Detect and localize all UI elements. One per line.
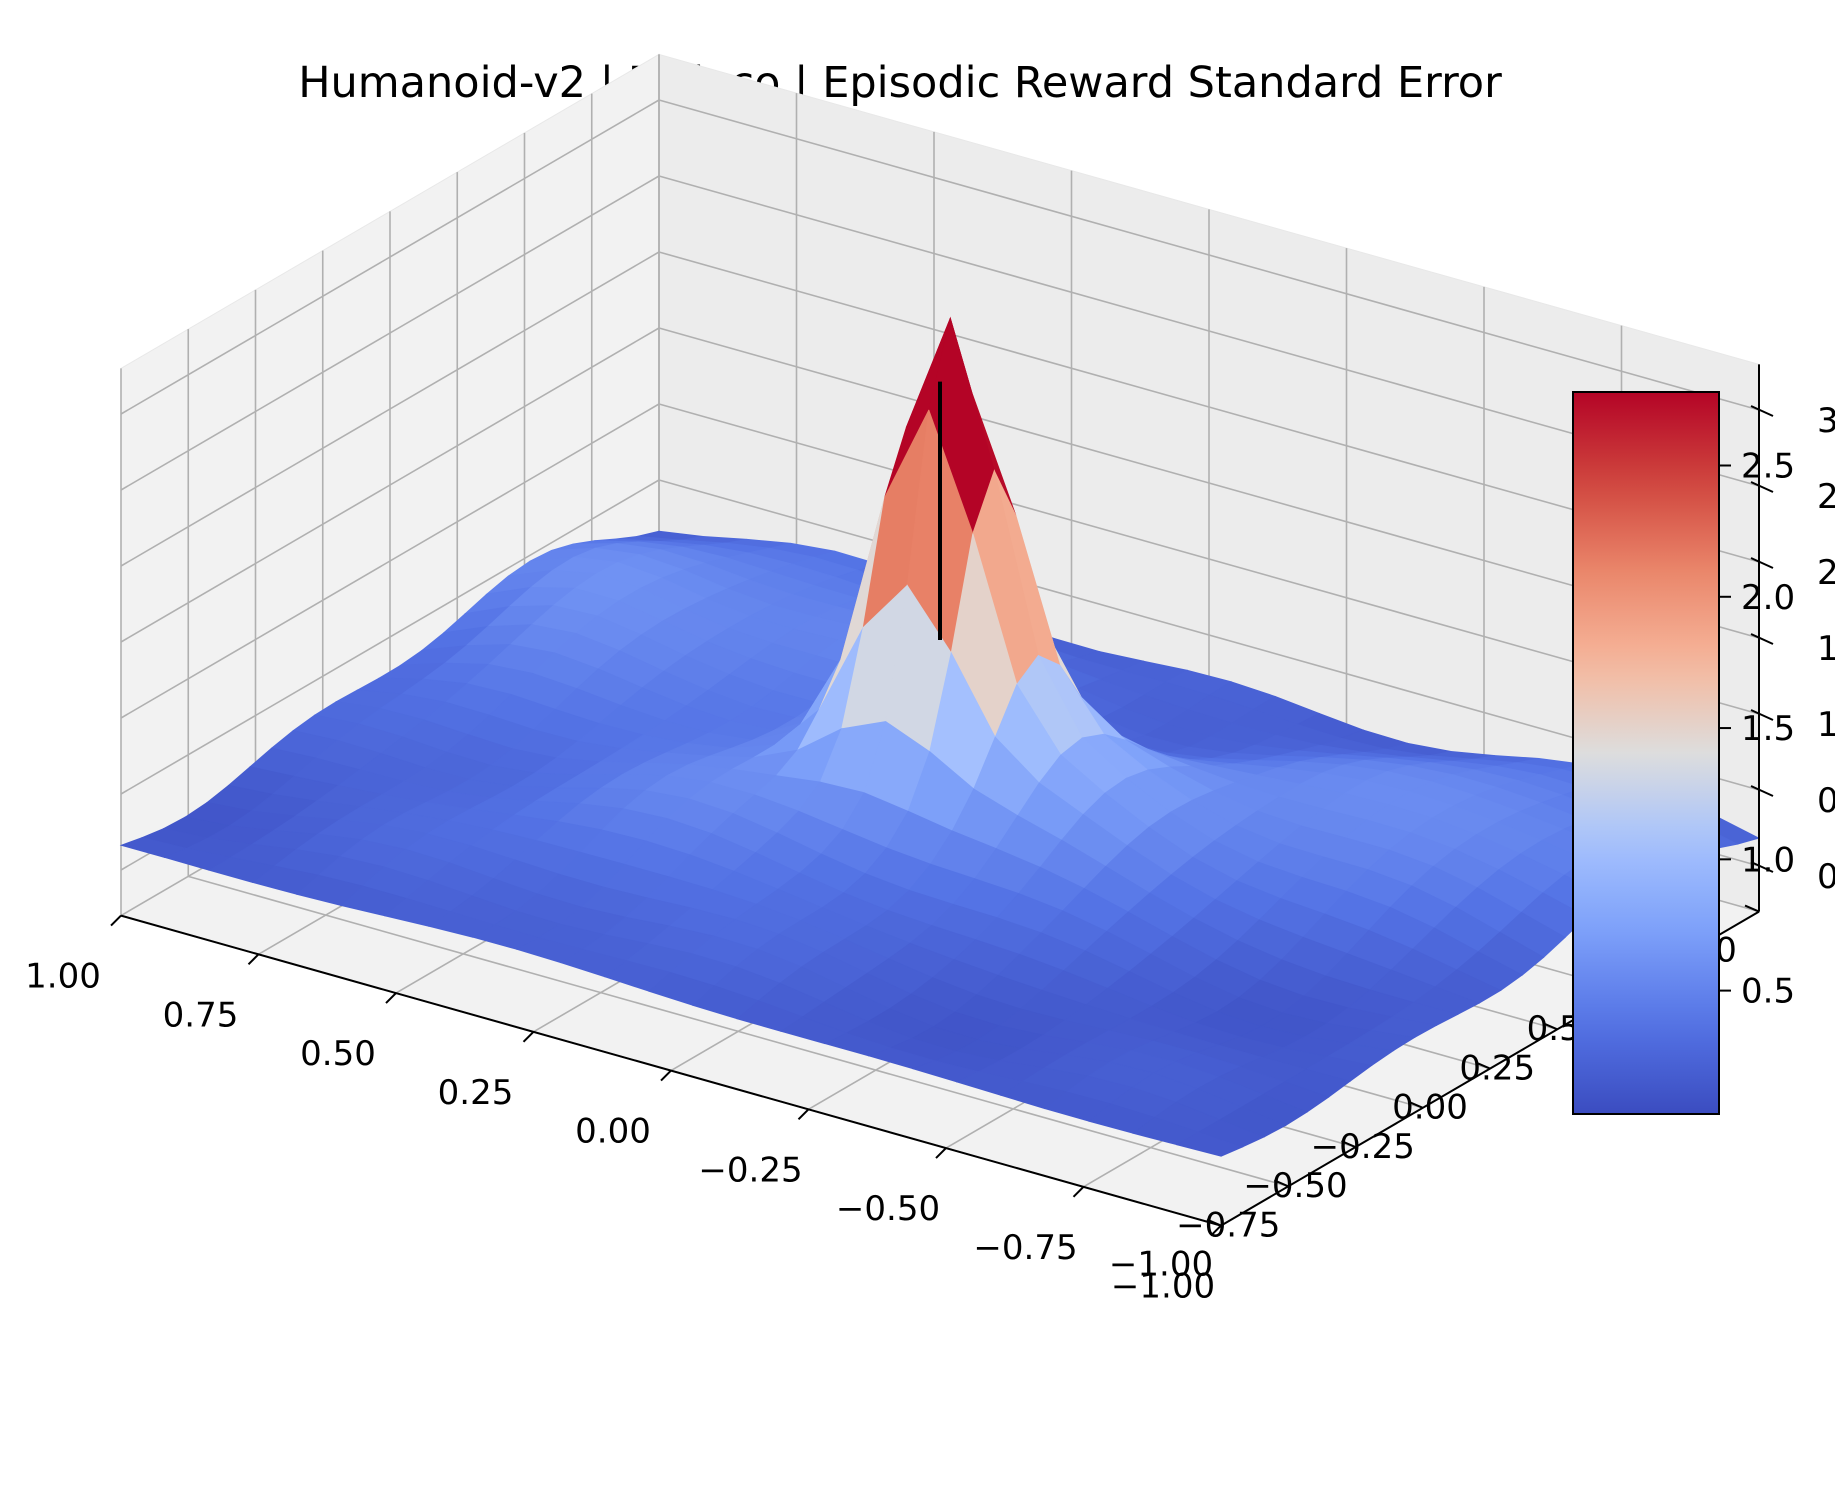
z-side-gridline: [658, 99, 1760, 411]
colorbar-tick-label: 1.5: [1741, 709, 1795, 749]
z-tick-label: 1.5: [1817, 629, 1835, 669]
y-tick-label: −0.50: [1243, 1166, 1347, 1206]
x-tick-mark: [1210, 1224, 1222, 1237]
y-tick-mark: [1744, 904, 1760, 913]
z-tick-mark: [1750, 861, 1774, 873]
y-tick-mark: [1475, 1061, 1491, 1070]
chart-title: Humanoid-v2 | Mujoco | Episodic Reward S…: [298, 58, 1502, 108]
x-tick-label: 0.00: [575, 1112, 651, 1152]
x-tick-mark: [522, 1031, 535, 1043]
colorbar-tick-label: 0.5: [1741, 972, 1795, 1012]
y-tick-label: −1.00: [1109, 1245, 1213, 1285]
y-tick-label: 0.00: [1392, 1088, 1468, 1128]
z-tick-mark: [1750, 785, 1774, 797]
x-tick-label: −0.25: [698, 1150, 802, 1190]
x-tick-mark: [660, 1069, 672, 1082]
colorbar-ticks: 0.5 1.0 1.5 2.0 2.5: [1719, 447, 1795, 1012]
z-tick-mark: [1750, 405, 1774, 417]
z-back-gridline: [120, 251, 660, 567]
y-floor-gridline: [188, 875, 1289, 1188]
surface-patch: [1175, 1131, 1244, 1157]
surface-mesh: [119, 316, 1761, 1157]
z-tick-label: 2.5: [1817, 477, 1835, 517]
z-back-gridline: [120, 99, 660, 415]
y-tick-mark: [1206, 1218, 1222, 1227]
z-tick-label: 2.0: [1817, 553, 1835, 593]
z-axis-ticks: 0.0 0.5 1.0 1.5 2.0 2.5 3.0: [1750, 401, 1835, 897]
x-tick-label: 0.75: [163, 995, 239, 1035]
z-tick-label: 0.5: [1817, 781, 1835, 821]
z-tick-mark: [1750, 557, 1774, 569]
x-tick-mark: [385, 992, 397, 1004]
z-tick-mark: [1750, 481, 1774, 493]
y-tick-label: 0.25: [1459, 1048, 1535, 1088]
x-tick-label: 1.00: [25, 957, 101, 997]
colorbar-tick-label: 1.0: [1741, 840, 1795, 880]
x-tick-mark: [110, 914, 122, 927]
x-tick-label: −0.50: [836, 1189, 940, 1229]
z-tick-label: 3.0: [1817, 401, 1835, 441]
y-tick-mark: [1273, 1179, 1289, 1188]
x-tick-label: −0.75: [973, 1228, 1077, 1268]
colorbar: [1572, 391, 1720, 1115]
colorbar-tick-label: 2.0: [1741, 578, 1795, 618]
z-tick-mark: [1750, 633, 1774, 645]
y-tick-label: −0.75: [1176, 1205, 1280, 1245]
x-tick-label: 0.50: [300, 1034, 376, 1074]
x-axis-ticks: −1.00 −0.75 −0.50 −0.25 0.00 0.25 0.50 0.75 1.00: [25, 914, 1222, 1307]
x-tick-mark: [247, 953, 260, 966]
z-tick-mark: [1750, 709, 1774, 721]
colorbar-tick-label: 2.5: [1741, 447, 1795, 487]
z-back-gridline: [120, 175, 660, 491]
y-tick-label: −0.25: [1311, 1127, 1415, 1167]
z-tick-label: 1.0: [1817, 705, 1835, 745]
x-tick-label: −1.00: [1111, 1267, 1215, 1307]
y-tick-mark: [1408, 1100, 1424, 1109]
y-tick-mark: [1542, 1022, 1558, 1031]
x-tick-label: 0.25: [438, 1073, 514, 1113]
x-tick-mark: [935, 1147, 947, 1159]
x-tick-mark: [1072, 1186, 1085, 1198]
z-back-gridline: [120, 479, 660, 795]
z-tick-label: 0.0: [1817, 857, 1835, 897]
y-axis-ticks: −1.00−0.75−0.50−0.250.000.250.500.751.00: [1109, 904, 1760, 1285]
y-tick-mark: [1341, 1140, 1356, 1149]
z-back-gridline: [120, 403, 660, 719]
z-back-gridline: [120, 327, 660, 643]
x-tick-mark: [797, 1108, 810, 1121]
